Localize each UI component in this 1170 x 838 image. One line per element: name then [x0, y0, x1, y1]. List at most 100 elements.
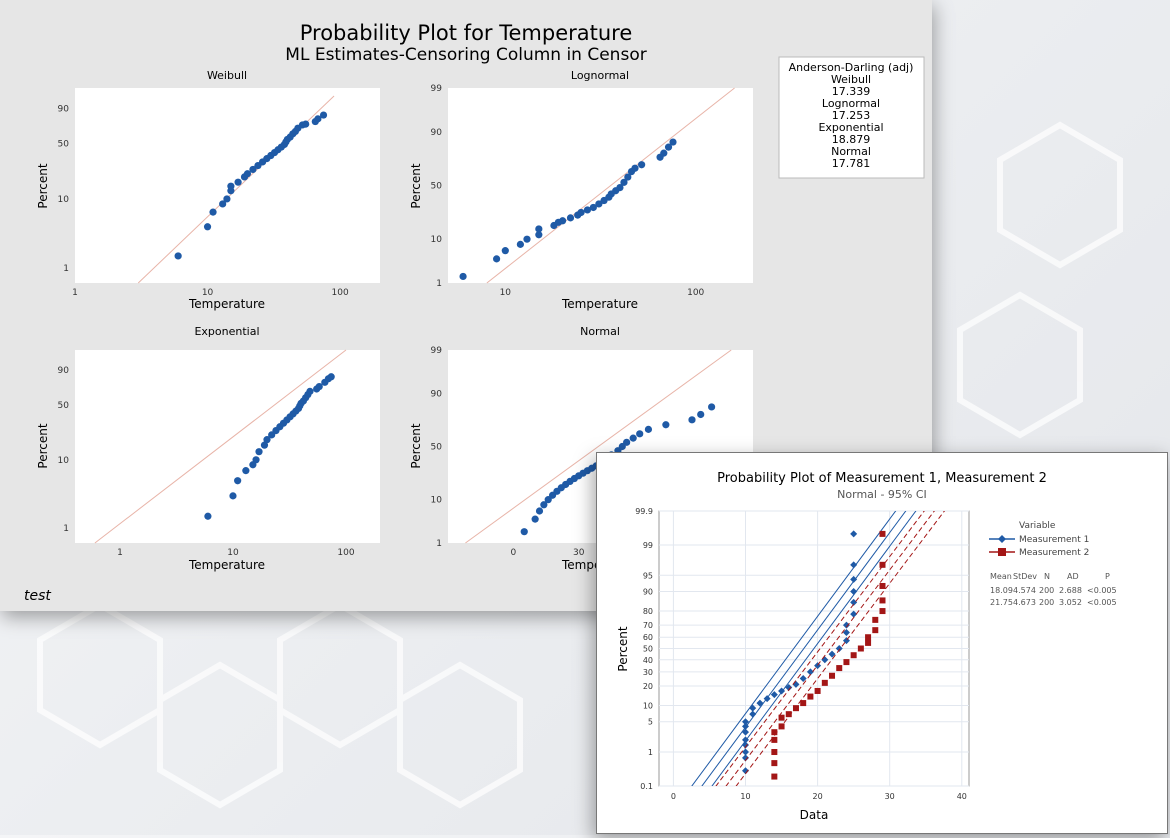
data-point	[800, 700, 807, 707]
data-point	[749, 710, 757, 718]
data-point	[535, 507, 544, 515]
inset-legend: Variable Measurement 1 Measurement 2 Mea…	[989, 521, 1117, 607]
data-point	[807, 693, 814, 700]
x-axis-label: Temperature	[188, 558, 265, 572]
data-point	[660, 149, 668, 157]
legend-header: Variable	[1019, 521, 1056, 531]
data-point	[850, 652, 857, 659]
data-point	[520, 528, 528, 536]
ci-line	[691, 511, 897, 786]
y-tick-label: 1	[436, 539, 442, 549]
data-point	[857, 645, 864, 652]
lognormal-panel: Lognormal Temperature Percent 10 100 1 10 50…	[409, 69, 753, 311]
data-point	[778, 714, 785, 721]
fit-line	[701, 511, 907, 786]
data-point	[219, 200, 227, 208]
y-tick-label: 10	[58, 195, 70, 205]
data-point	[792, 680, 800, 688]
data-point	[459, 272, 467, 281]
data-point	[209, 208, 217, 216]
data-point	[516, 240, 524, 248]
stats-cell: 2.688	[1059, 586, 1082, 595]
x-tick-label: 10	[227, 548, 239, 558]
data-point	[644, 425, 653, 433]
data-point	[688, 416, 696, 424]
data-point	[223, 195, 231, 203]
legend-item: Measurement 1	[1019, 535, 1089, 545]
stats-header: StDev	[1013, 572, 1037, 581]
data-point	[227, 182, 235, 190]
data-point	[327, 373, 335, 381]
data-point	[814, 687, 821, 694]
data-point	[306, 387, 314, 395]
y-axis-label: Percent	[616, 626, 630, 671]
data-point	[742, 754, 750, 762]
fit-line	[486, 87, 735, 284]
stats-cell: <0.005	[1087, 586, 1117, 595]
data-point	[559, 217, 567, 225]
y-tick-label: 99	[431, 346, 443, 356]
y-axis-label: Percent	[409, 423, 423, 468]
y-tick-label: 10	[431, 496, 443, 506]
y-tick-label: 10	[643, 702, 653, 711]
y-tick-label: 30	[643, 668, 653, 677]
data-point	[234, 477, 242, 485]
inset-title: Probability Plot of Measurement 1, Measu…	[717, 471, 1047, 486]
y-tick-label: 50	[58, 140, 70, 150]
y-tick-label: 90	[643, 587, 653, 596]
data-point	[771, 736, 778, 743]
legend-value: 18.879	[832, 133, 871, 146]
stats-cell: 4.673	[1013, 598, 1036, 607]
legend-item: Measurement 2	[1019, 548, 1089, 558]
data-point	[629, 434, 637, 442]
data-point	[771, 773, 778, 780]
panel-title: Normal	[580, 325, 620, 338]
x-tick-label: 40	[957, 792, 967, 801]
stats-cell: 18.09	[990, 586, 1013, 595]
data-point	[566, 214, 575, 222]
data-point	[806, 668, 814, 676]
data-point	[872, 616, 879, 623]
data-point	[492, 255, 501, 263]
fit-line	[94, 349, 347, 544]
main-subtitle: ML Estimates-Censoring Column in Censor	[285, 45, 646, 65]
data-point	[523, 235, 531, 243]
inset-subtitle: Normal - 95% CI	[837, 488, 927, 501]
ci-line	[735, 511, 946, 786]
data-point	[771, 749, 778, 756]
data-point	[544, 496, 552, 504]
stats-header: N	[1044, 572, 1050, 581]
data-point	[850, 575, 858, 583]
data-point	[742, 718, 750, 726]
data-point	[638, 161, 646, 169]
panel-title: Lognormal	[571, 69, 629, 82]
y-tick-label: 50	[58, 401, 70, 411]
x-tick-label: 100	[337, 548, 354, 558]
data-point	[535, 231, 543, 239]
data-point	[763, 695, 771, 703]
data-point	[771, 729, 778, 736]
y-axis-label: Percent	[36, 423, 50, 468]
y-tick-label: 40	[643, 656, 653, 665]
data-point	[785, 684, 793, 692]
x-tick-label: 30	[885, 792, 895, 801]
data-point	[669, 138, 677, 146]
y-tick-label: 50	[431, 182, 443, 192]
data-point	[531, 515, 539, 523]
data-point	[708, 403, 716, 411]
x-tick-label: 10	[500, 288, 512, 298]
x-tick-label: 1	[117, 548, 123, 558]
data-point	[252, 456, 260, 464]
data-point	[302, 120, 310, 128]
data-point	[636, 430, 644, 438]
legend-name: Normal	[831, 145, 871, 158]
data-point	[835, 645, 843, 652]
data-point	[756, 699, 764, 707]
x-tick-label: 100	[687, 288, 704, 298]
y-tick-label: 60	[643, 633, 653, 642]
inset-plot-area: Data Percent 0.1 1 5 10 20 30 40 50 60 70 80 90 95 99…	[616, 507, 970, 822]
stats-header: P	[1105, 572, 1110, 581]
data-point	[243, 170, 252, 178]
data-point	[814, 662, 822, 670]
data-point	[742, 736, 750, 744]
